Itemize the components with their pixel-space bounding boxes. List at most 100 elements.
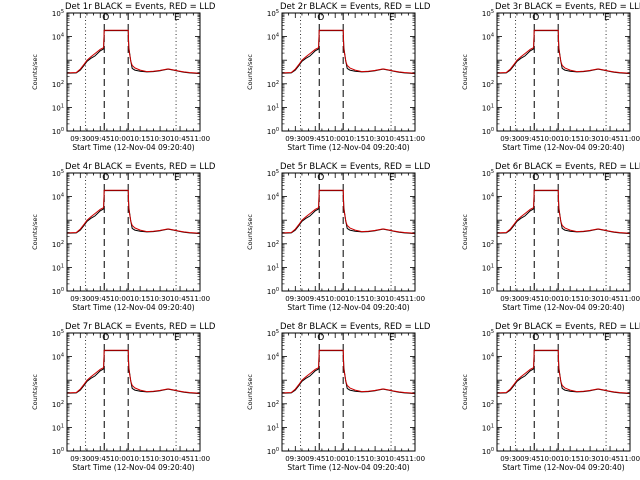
- y-tick-base: 10: [267, 128, 276, 136]
- y-tick-base: 10: [52, 448, 61, 456]
- y-tick-label: 104: [52, 353, 64, 362]
- marker-label: E: [604, 333, 610, 343]
- marker-label: O: [532, 333, 539, 343]
- x-tick-label: 11:00: [405, 455, 425, 463]
- y-tick-label: 102: [482, 80, 494, 89]
- x-tick-label: 11:00: [190, 295, 210, 303]
- y-tick-base: 10: [482, 104, 491, 112]
- y-axis-label: Counts/sec: [461, 54, 469, 90]
- y-tick-base: 10: [52, 241, 61, 249]
- y-tick-exponent: 5: [61, 169, 64, 175]
- x-tick-label: 09:45: [305, 135, 325, 143]
- x-tick-label: 09:30: [285, 455, 305, 463]
- y-tick-exponent: 0: [491, 127, 494, 133]
- x-tick-label: 09:30: [70, 135, 90, 143]
- series-line-lld: [67, 349, 200, 394]
- y-tick-label: 104: [267, 193, 279, 202]
- y-tick-exponent: 4: [491, 193, 494, 199]
- series-line-lld: [282, 29, 415, 74]
- y-tick-exponent: 0: [491, 287, 494, 293]
- y-tick-label: 104: [482, 193, 494, 202]
- y-tick-base: 10: [267, 241, 276, 249]
- y-tick-label: 104: [267, 353, 279, 362]
- panel-title: Det 9r BLACK = Events, RED = LLD: [495, 322, 640, 332]
- y-tick-label: 101: [482, 103, 494, 112]
- y-tick-base: 10: [267, 34, 276, 42]
- x-tick-label: 11:00: [405, 135, 425, 143]
- x-tick-label: 10:15: [560, 295, 580, 303]
- y-tick-exponent: 1: [61, 423, 64, 429]
- x-tick-label: 11:00: [620, 455, 640, 463]
- x-tick-label: 10:30: [580, 455, 600, 463]
- y-tick-label: 101: [267, 263, 279, 272]
- marker-label: E: [389, 13, 395, 23]
- x-axis-label: Start Time (12-Nov-04 09:20:40): [287, 143, 409, 152]
- y-tick-exponent: 5: [491, 329, 494, 335]
- y-tick-exponent: 2: [491, 400, 494, 406]
- x-tick-label: 10:45: [385, 295, 405, 303]
- y-tick-label: 100: [267, 127, 279, 136]
- y-tick-exponent: 1: [276, 423, 279, 429]
- y-axis-label: Counts/sec: [31, 374, 39, 410]
- x-tick-label: 10:30: [150, 295, 170, 303]
- y-tick-label: 102: [482, 240, 494, 249]
- data-series-group: [282, 349, 415, 395]
- x-axis-label: Start Time (12-Nov-04 09:20:40): [72, 303, 194, 312]
- y-tick-label: 105: [52, 169, 64, 178]
- y-tick-base: 10: [52, 401, 61, 409]
- marker-label: O: [102, 333, 109, 343]
- y-tick-exponent: 4: [491, 33, 494, 39]
- x-tick-label: 10:15: [560, 135, 580, 143]
- y-tick-exponent: 4: [276, 33, 279, 39]
- x-tick-label: 10:15: [345, 295, 365, 303]
- y-tick-label: 101: [482, 263, 494, 272]
- series-line-lld: [67, 29, 200, 74]
- x-tick-label: 11:00: [405, 295, 425, 303]
- x-tick-label: 09:45: [520, 295, 540, 303]
- x-tick-label: 09:45: [305, 455, 325, 463]
- y-tick-base: 10: [482, 81, 491, 89]
- marker-label: E: [174, 333, 180, 343]
- y-tick-exponent: 2: [276, 80, 279, 86]
- x-tick-label: 10:15: [130, 135, 150, 143]
- y-tick-exponent: 0: [276, 447, 279, 453]
- x-tick-label: 10:15: [130, 455, 150, 463]
- y-tick-label: 102: [267, 240, 279, 249]
- y-tick-label: 100: [52, 287, 64, 296]
- x-tick-label: 11:00: [190, 135, 210, 143]
- y-tick-exponent: 4: [61, 33, 64, 39]
- x-tick-label: 09:30: [500, 135, 520, 143]
- y-tick-label: 104: [267, 33, 279, 42]
- x-tick-label: 10:15: [345, 455, 365, 463]
- x-tick-label: 10:15: [345, 135, 365, 143]
- marker-label: O: [317, 13, 324, 23]
- y-tick-exponent: 2: [491, 80, 494, 86]
- x-tick-label: 10:30: [580, 135, 600, 143]
- y-tick-exponent: 1: [491, 103, 494, 109]
- y-tick-label: 102: [52, 400, 64, 409]
- x-tick-label: 10:00: [540, 295, 560, 303]
- panel-title: Det 5r BLACK = Events, RED = LLD: [280, 162, 431, 172]
- y-tick-base: 10: [52, 354, 61, 362]
- data-series-group: [282, 189, 415, 235]
- x-tick-label: 10:45: [170, 455, 190, 463]
- y-tick-exponent: 2: [276, 240, 279, 246]
- y-tick-exponent: 2: [276, 400, 279, 406]
- x-tick-label: 10:45: [170, 295, 190, 303]
- y-tick-base: 10: [482, 128, 491, 136]
- series-line-lld: [497, 29, 630, 74]
- x-tick-label: 09:45: [90, 135, 110, 143]
- x-tick-label: 10:00: [540, 455, 560, 463]
- y-tick-label: 105: [482, 329, 494, 338]
- marker-label: E: [604, 13, 610, 23]
- y-tick-base: 10: [482, 170, 491, 178]
- y-tick-exponent: 5: [276, 329, 279, 335]
- series-line-lld: [282, 189, 415, 234]
- y-tick-exponent: 2: [491, 240, 494, 246]
- y-axis-label: Counts/sec: [246, 374, 254, 410]
- y-axis-label: Counts/sec: [461, 374, 469, 410]
